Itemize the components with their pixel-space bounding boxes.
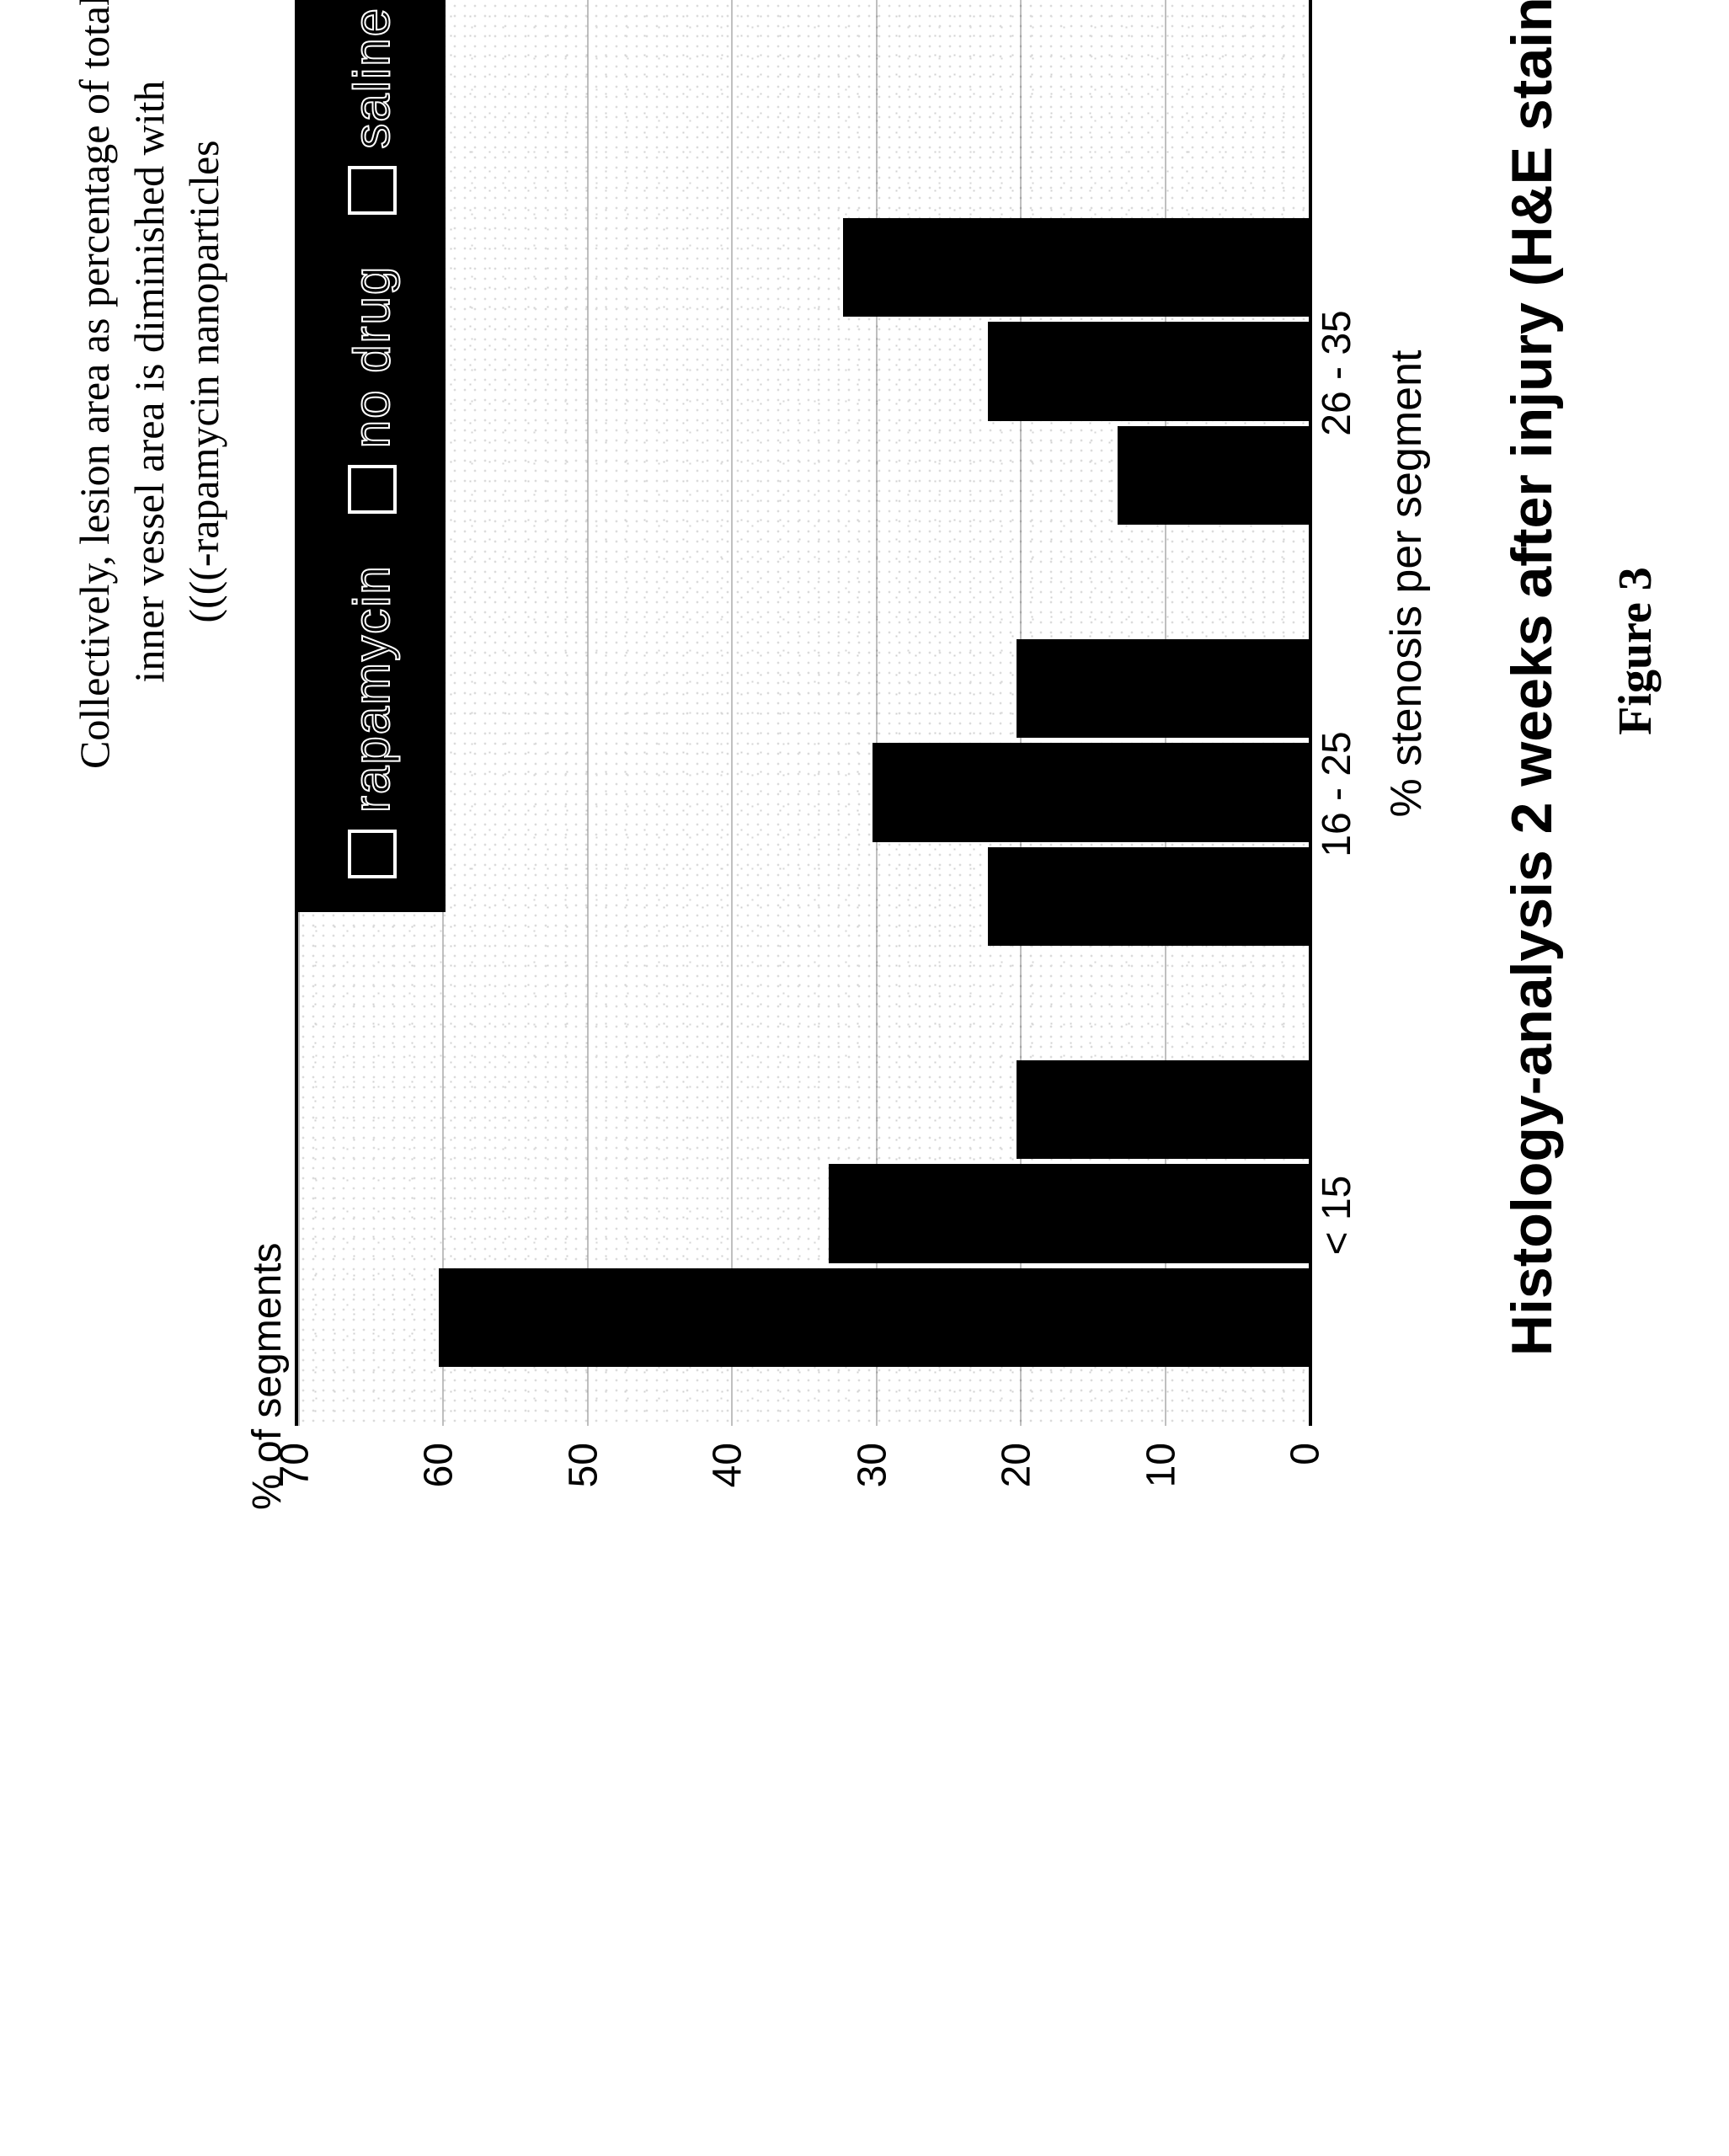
legend-label: rapamycin: [343, 564, 401, 813]
legend-item-no-drug: no drug: [343, 265, 401, 515]
caption-line-1: Collectively, lesion area as percentage …: [71, 0, 118, 769]
legend-swatch-icon: [348, 465, 397, 514]
x-tick-label: 26 - 35: [1314, 247, 1360, 499]
chart-legend: rapamycin no drug saline: [298, 0, 446, 912]
chart-bar: [843, 218, 1309, 317]
legend-label: saline: [343, 7, 401, 149]
y-tick-label: 60: [416, 1443, 462, 1544]
y-tick-label: 40: [705, 1443, 751, 1544]
chart-bar: [988, 847, 1309, 946]
legend-item-saline: saline: [343, 7, 401, 215]
y-tick-label: 30: [849, 1443, 895, 1544]
chart-bar: [873, 743, 1309, 841]
chart-plot: rapamycin no drug saline: [295, 0, 1312, 1426]
x-axis-title: % stenosis per segment: [1381, 0, 1432, 1426]
caption: Collectively, lesion area as percentage …: [67, 0, 232, 971]
legend-label: no drug: [343, 265, 401, 449]
caption-line-3: ((((-rapamycin nanoparticles: [180, 140, 227, 622]
figure-number: Figure 3: [1609, 0, 1662, 1729]
chart-bar: [1017, 639, 1309, 738]
y-tick-label: 70: [272, 1443, 318, 1544]
bars-layer: [298, 0, 1309, 1426]
legend-swatch-icon: [348, 166, 397, 215]
x-tick-label: 16 - 25: [1314, 668, 1360, 921]
y-tick-label: 50: [560, 1443, 606, 1544]
chart-bar: [1118, 426, 1309, 525]
caption-line-2: inner vessel area is diminished with: [125, 80, 173, 682]
chart-bar: [439, 1268, 1309, 1367]
y-tick-label: 10: [1138, 1443, 1184, 1544]
figure-title: Histology-analysis 2 weeks after injury …: [1499, 0, 1565, 1729]
chart-bar: [1017, 1060, 1309, 1159]
x-tick-label: < 15: [1314, 1089, 1360, 1342]
y-tick-label: 0: [1283, 1443, 1329, 1544]
legend-item-rapamycin: rapamycin: [343, 564, 401, 878]
legend-swatch-icon: [348, 830, 397, 878]
chart-bar: [988, 322, 1309, 420]
chart-bar: [829, 1164, 1309, 1262]
x-tick-label: > 35: [1314, 0, 1360, 78]
y-tick-label: 20: [994, 1443, 1040, 1544]
